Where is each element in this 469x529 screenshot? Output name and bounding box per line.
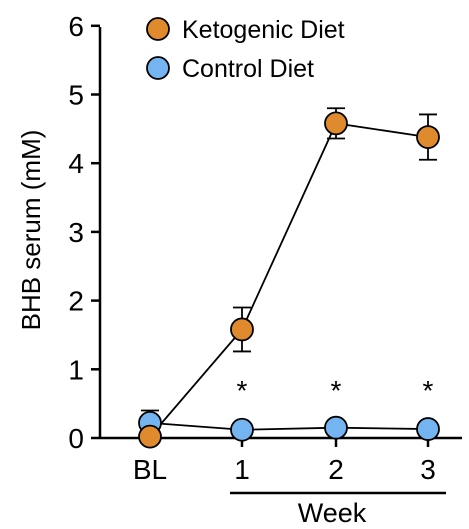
- y-tick-label-6: 6: [68, 11, 84, 42]
- ketogenic-diet-point-1: [230, 317, 254, 342]
- control-diet-point-1: [230, 417, 254, 442]
- y-tick-label-0: 0: [68, 423, 84, 454]
- significance-marker-2: *: [331, 375, 342, 406]
- significance-marker-3: *: [423, 375, 434, 406]
- y-axis-label: BHB serum (mM): [16, 130, 46, 331]
- legend-label-ketogenic-diet: Ketogenic Diet: [182, 16, 345, 44]
- ketogenic-diet-line: [149, 122, 429, 438]
- control-diet-point-3: [416, 417, 440, 441]
- significance-marker-1: *: [237, 375, 248, 406]
- control-diet-line: [149, 421, 429, 431]
- ketogenic-diet-point-3: [416, 125, 440, 149]
- legend-marker-ketogenic-diet: [146, 17, 170, 41]
- ketogenic-diet-point-2: [324, 111, 348, 136]
- x-tick-label-2: 2: [328, 454, 344, 485]
- legend-marker-control-diet: [146, 56, 170, 80]
- y-tick-label-4: 4: [68, 148, 84, 179]
- ketogenic-diet-point-BL: [138, 424, 162, 449]
- x-axis-label: Week: [298, 498, 367, 528]
- y-tick-label-2: 2: [68, 286, 84, 317]
- y-tick-label-3: 3: [68, 217, 84, 248]
- control-diet-point-2: [324, 415, 348, 440]
- legend-label-control-diet: Control Diet: [182, 55, 314, 83]
- y-tick-label-5: 5: [68, 80, 84, 111]
- y-tick-label-1: 1: [68, 354, 84, 385]
- x-tick-label-BL: BL: [133, 454, 167, 485]
- x-tick-label-1: 1: [234, 454, 250, 485]
- x-tick-label-3: 3: [420, 454, 436, 485]
